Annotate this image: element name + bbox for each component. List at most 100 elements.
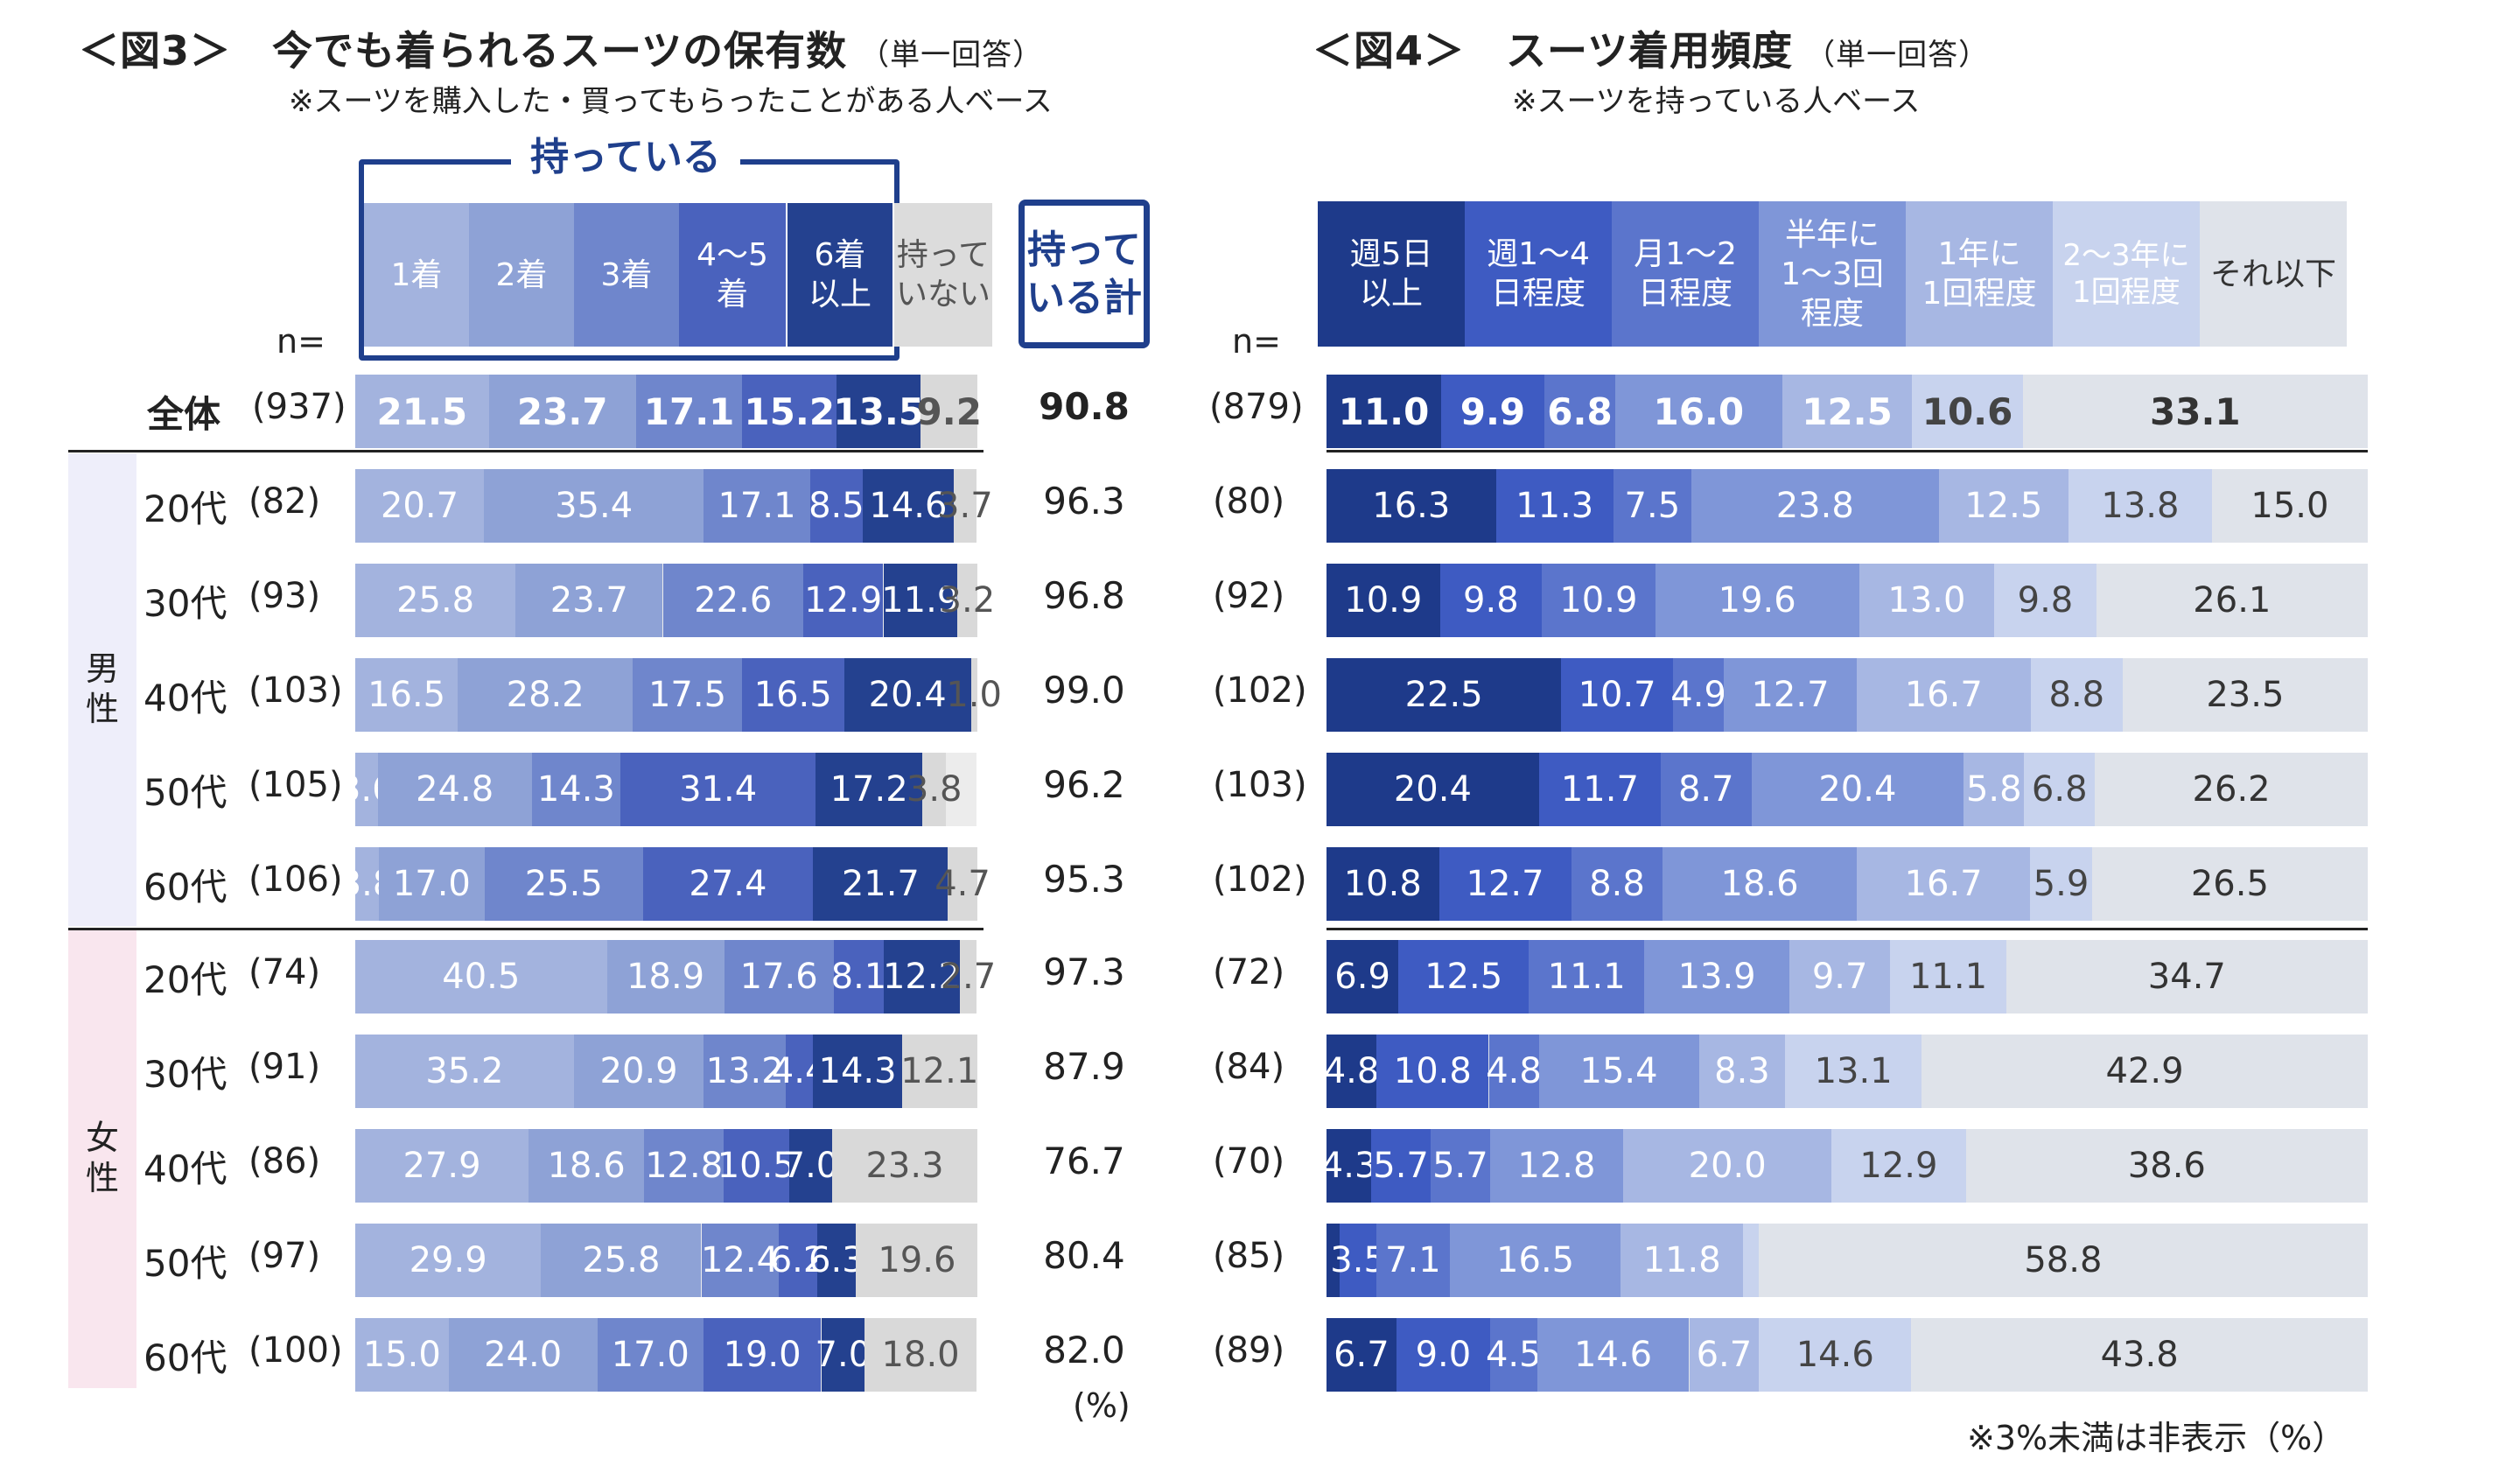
fig3-owned-label: 持っている [511, 133, 740, 182]
female-group-band: 女 性 [68, 929, 136, 1388]
total-separator-right [1326, 450, 2368, 452]
fig4-header-0: 週5日 以上 [1318, 201, 1465, 347]
fig3-bar-7-1: 20.9 [573, 1035, 704, 1108]
gender-separator-left [68, 928, 984, 930]
fig3-bar-8-1: 18.6 [528, 1129, 645, 1203]
row-label-3: 40代 [144, 677, 228, 719]
fig3-title: ＜図3＞ 今でも着られるスーツの保有数 （単一回答） [79, 19, 1043, 77]
fig4-bar-1-1: 11.3 [1495, 469, 1614, 543]
fig4-bar-9-3: 16.5 [1449, 1224, 1621, 1297]
fig4-n-0: (879) [1209, 387, 1304, 427]
fig3-bar-8-5: 23.3 [832, 1129, 977, 1203]
fig3-bar-6-1: 18.9 [606, 940, 724, 1014]
fig3-bar-10-1: 24.0 [448, 1318, 598, 1392]
fig4-bar-6-6: 34.7 [2006, 940, 2368, 1014]
fig3-bar-8-0: 27.9 [355, 1129, 529, 1203]
fig4-bar-5-4: 16.7 [1856, 847, 2031, 921]
fig4-bar-6-0: 6.9 [1326, 940, 1399, 1014]
fig4-bar-2-1: 9.8 [1439, 564, 1543, 637]
fig4-bar-3-2: 4.9 [1670, 658, 1726, 732]
fig3-bar-6-5: 2.7 [941, 940, 996, 1014]
fig3-total-header: 持って いる計 [1018, 200, 1150, 348]
row-label-5: 60代 [144, 866, 228, 908]
fig4-n-9: (85) [1213, 1236, 1285, 1276]
fig3-bar-0-1: 23.7 [488, 375, 636, 448]
fig3-bar-3-3: 16.5 [741, 658, 844, 732]
fig4-bar-1-6: 15.0 [2211, 469, 2368, 543]
fig4-bar-1-3: 23.8 [1690, 469, 1939, 543]
fig3-total-9: 80.4 [1043, 1234, 1125, 1277]
fig4-bar-7-1: 10.8 [1376, 1035, 1489, 1108]
fig4-bar-2-6: 26.1 [2096, 564, 2368, 637]
fig4-bar-4-1: 11.7 [1538, 753, 1661, 826]
fig3-bar-5-5: 4.7 [934, 847, 990, 921]
row-label-2: 30代 [144, 582, 228, 625]
fig4-bar-5-5: 5.9 [2030, 847, 2092, 921]
fig4-bar-10-2: 4.5 [1486, 1318, 1542, 1392]
fig4-bar-9-4: 11.8 [1620, 1224, 1743, 1297]
fig3-bar-8-4: 7.0 [783, 1129, 838, 1203]
fig4-n-10: (89) [1213, 1330, 1285, 1371]
fig4-n-7: (84) [1213, 1047, 1285, 1087]
fig4-n-1: (80) [1213, 481, 1285, 522]
fig4-bar-2-3: 19.6 [1655, 564, 1859, 637]
fig4-bar-9-5 [1743, 1224, 1759, 1297]
fig4-bar-2-4: 13.0 [1858, 564, 1995, 637]
fig3-bar-9-3: 6.2 [770, 1224, 825, 1297]
fig3-n-10: (100) [248, 1330, 343, 1371]
fig3-n-label: n= [276, 322, 326, 361]
fig4-n-8: (70) [1213, 1141, 1285, 1182]
fig3-n-0: (937) [252, 387, 346, 427]
fig4-bar-4-3: 20.4 [1751, 753, 1964, 826]
fig4-header-3: 半年に 1～3回 程度 [1759, 201, 1906, 347]
fig3-header-5: 持って いない [894, 203, 992, 347]
fig3-n-3: (103) [248, 670, 343, 711]
fig4-bar-4-6: 26.2 [2095, 753, 2368, 826]
fig4-bar-10-1: 9.0 [1396, 1318, 1490, 1392]
fig3-bar-7-0: 35.2 [355, 1035, 574, 1108]
fig4-bar-4-4: 5.8 [1964, 753, 2025, 826]
fig4-bar-0-4: 12.5 [1782, 375, 1913, 448]
fig3-n-1: (82) [248, 481, 321, 522]
fig3-bar-2-2: 22.6 [662, 564, 803, 637]
fig3-bar-0-4: 13.5 [833, 375, 924, 448]
fig4-bar-7-4: 8.3 [1698, 1035, 1786, 1108]
fig3-bar-5-3: 27.4 [642, 847, 814, 921]
fig4-n-label: n= [1232, 322, 1281, 361]
fig4-bar-7-6: 42.9 [1922, 1035, 2368, 1108]
fig3-bar-8-3: 10.5 [718, 1129, 795, 1203]
fig3-bar-7-5: 12.1 [900, 1035, 978, 1108]
fig3-bar-1-1: 35.4 [484, 469, 704, 543]
fig3-total-3: 99.0 [1043, 669, 1125, 712]
fig3-bar-6-0: 40.5 [355, 940, 607, 1014]
fig4-bar-9-0 [1326, 1224, 1340, 1297]
fig3-n-5: (106) [248, 859, 343, 900]
fig3-bar-5-4: 21.7 [813, 847, 948, 921]
fig3-header-0: 1着 [364, 203, 469, 347]
fig4-bar-5-2: 8.8 [1571, 847, 1663, 921]
fig4-title-text: ＜図4＞ スーツ着用頻度 [1312, 27, 1794, 74]
fig4-bar-7-5: 13.1 [1785, 1035, 1922, 1108]
fig4-bar-6-4: 9.7 [1788, 940, 1891, 1014]
fig3-total-5: 95.3 [1043, 858, 1125, 901]
fig3-bar-0-3: 15.2 [742, 375, 837, 448]
fig4-n-3: (102) [1213, 670, 1307, 711]
fig4-bar-8-0: 4.3 [1321, 1129, 1376, 1203]
fig4-bar-10-4: 6.7 [1689, 1318, 1760, 1392]
fig3-bar-7-2: 13.2 [704, 1035, 786, 1108]
fig4-n-5: (102) [1213, 859, 1307, 900]
fig3-base-note: ※スーツを購入した・買ってもらったことがある人ベース [289, 84, 1053, 119]
fig3-bar-5-2: 25.5 [484, 847, 643, 921]
fig3-bar-4-0: 3.6 [339, 753, 395, 826]
fig3-n-9: (97) [248, 1236, 321, 1276]
fig3-total-8: 76.7 [1043, 1140, 1125, 1182]
fig3-bar-3-1: 28.2 [458, 658, 634, 732]
fig4-bar-9-6: 58.8 [1758, 1224, 2368, 1297]
fig3-header-2: 3着 [574, 203, 679, 347]
fig4-bar-8-4: 20.0 [1623, 1129, 1832, 1203]
fig4-n-6: (72) [1213, 952, 1285, 993]
fig4-bar-8-5: 12.9 [1831, 1129, 1966, 1203]
row-label-7: 30代 [144, 1053, 228, 1096]
fig4-bar-5-6: 26.5 [2091, 847, 2369, 921]
fig3-bar-2-3: 12.9 [802, 564, 884, 637]
